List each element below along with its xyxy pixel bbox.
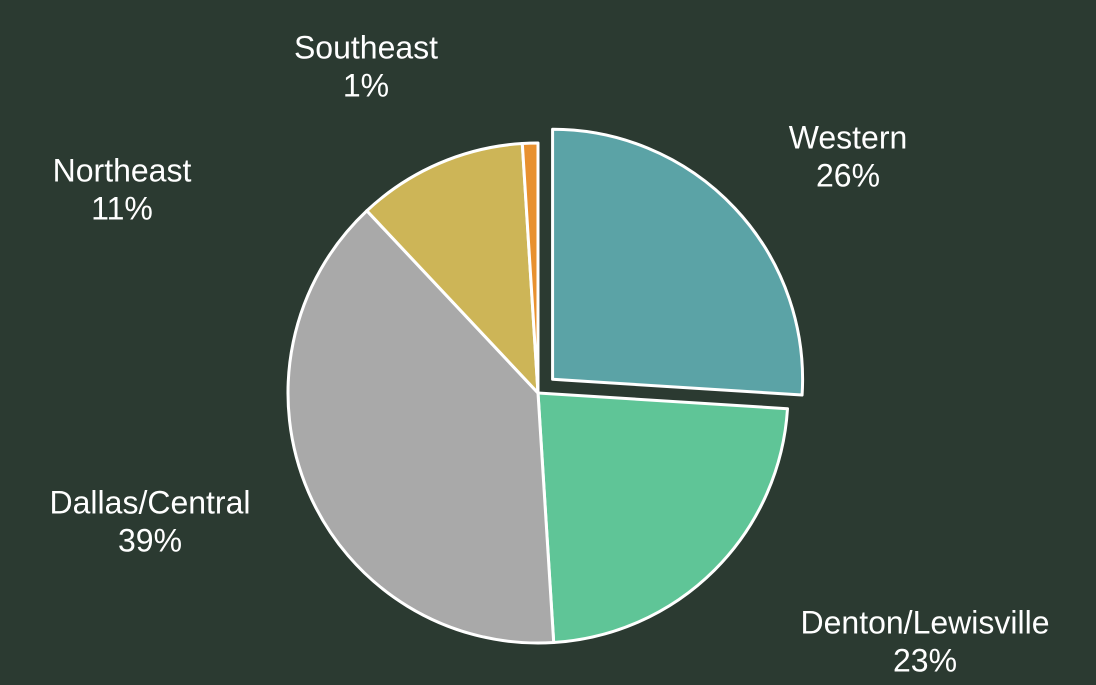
pie-slice xyxy=(520,141,540,395)
slice-value-label: 23% xyxy=(893,642,957,678)
slice-label: Northeast xyxy=(53,152,192,188)
slice-label: Denton/Lewisville xyxy=(800,604,1049,640)
pie-slice xyxy=(536,391,790,645)
pie-slice xyxy=(286,209,556,645)
pie-slice xyxy=(551,127,805,397)
slice-value-label: 26% xyxy=(816,157,880,193)
slice-label: Western xyxy=(789,119,908,155)
slice-value-label: 11% xyxy=(91,190,153,226)
slice-label: Dallas/Central xyxy=(50,484,251,520)
slice-value-label: 1% xyxy=(343,67,389,103)
slice-value-label: 39% xyxy=(118,522,182,558)
slice-label: Southeast xyxy=(294,29,438,65)
pie-slice xyxy=(365,141,540,395)
